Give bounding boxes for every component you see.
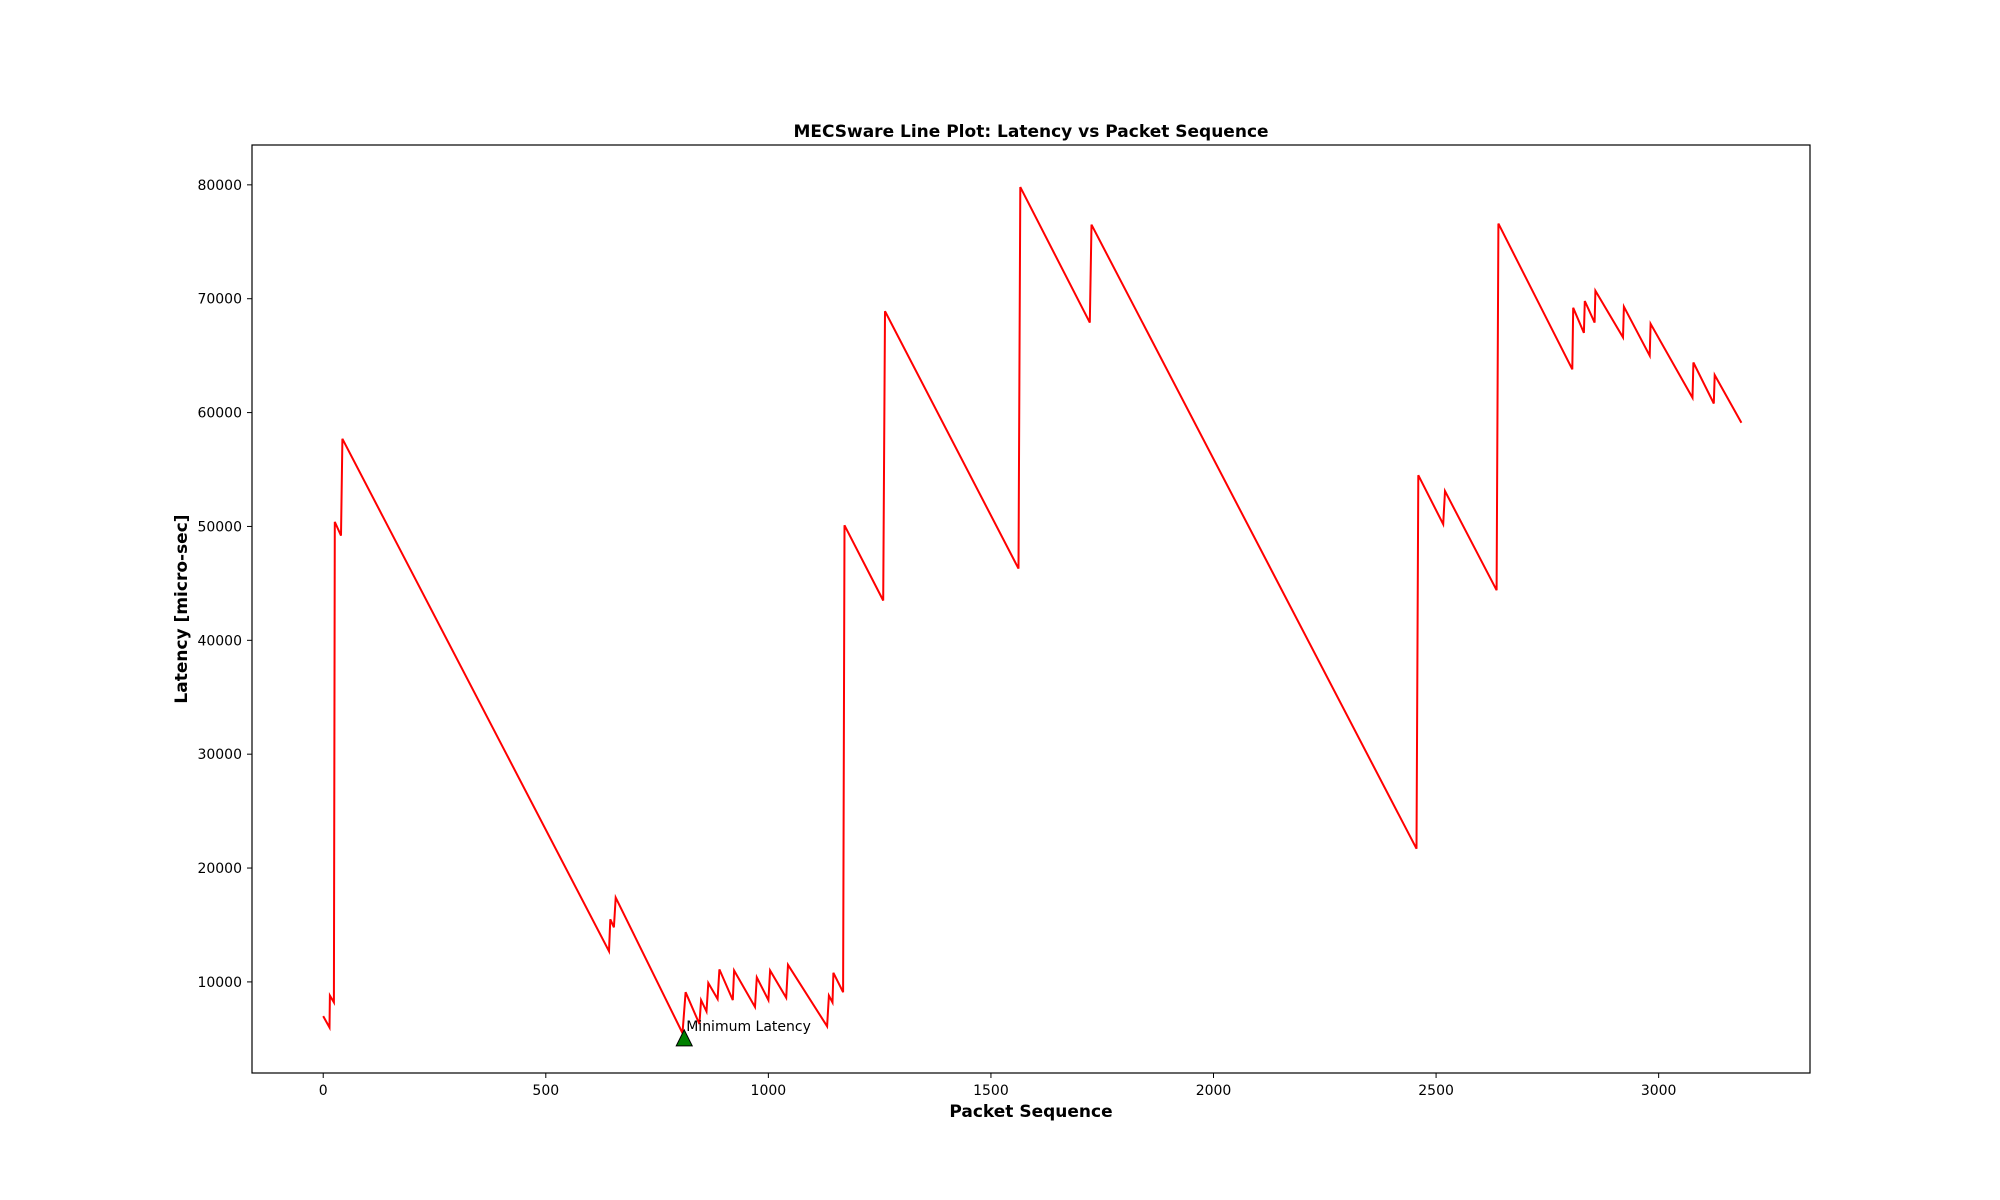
plot-frame [251,144,1811,1074]
y-tick-label: 60000 [197,406,242,422]
y-tick-label: 80000 [197,178,242,194]
series-line-0 [322,186,1743,1037]
x-tick-label: 0 [319,1083,328,1099]
min-latency-marker [675,1028,694,1047]
y-tick-label: 50000 [197,519,242,535]
y-tick-label: 70000 [197,292,242,308]
y-tick-label: 20000 [197,861,242,877]
y-tick-label: 10000 [197,975,242,991]
min-latency-label: Minimum Latency [686,1019,811,1035]
y-tick-label: 30000 [197,747,242,763]
chart-title: MECSware Line Plot: Latency vs Packet Se… [793,122,1268,142]
x-tick-label: 3000 [1641,1083,1677,1099]
y-tick-label: 40000 [197,633,242,649]
x-tick-label: 2500 [1418,1083,1454,1099]
plot-marks: Minimum Latency [322,186,1743,1047]
x-axis: 0 500 1000 1500 2000 2500 3000 [319,1073,1677,1099]
y-axis-label: Latency [micro-sec] [172,514,192,703]
y-axis: 10000 20000 30000 40000 50000 60000 70000 80000 [197,178,252,991]
x-tick-label: 2000 [1196,1083,1232,1099]
x-tick-label: 500 [532,1083,559,1099]
x-tick-label: 1500 [973,1083,1009,1099]
x-axis-label: Packet Sequence [949,1102,1112,1122]
x-tick-label: 1000 [751,1083,787,1099]
